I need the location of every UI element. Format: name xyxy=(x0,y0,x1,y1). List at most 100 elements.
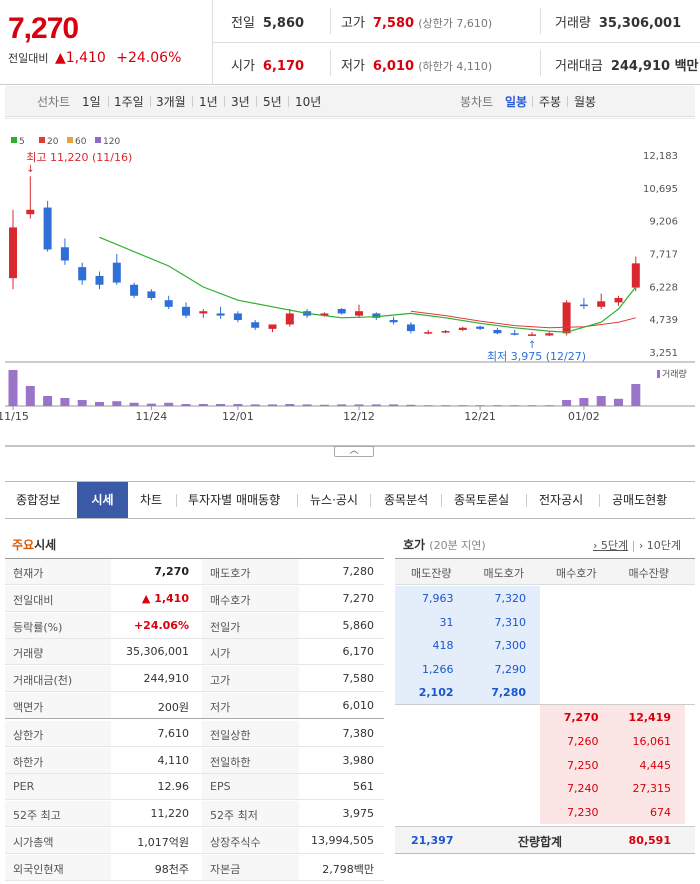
bid-area-bg xyxy=(540,705,685,824)
volume-bar xyxy=(268,404,277,406)
ask-price: 7,300 xyxy=(494,639,527,653)
period-monthly[interactable]: 월봉 xyxy=(574,95,597,109)
ask-price: 7,320 xyxy=(494,592,527,605)
label-cell-bg xyxy=(202,854,299,881)
period-3y[interactable]: 3년 xyxy=(231,95,250,109)
ask-area-bg xyxy=(395,586,540,704)
tab-chart[interactable]: 차트 xyxy=(140,493,163,507)
open-label: 시가 xyxy=(231,59,255,74)
depth-5-link[interactable]: › 5단계 xyxy=(593,539,629,552)
quote-value: +24.06% xyxy=(133,618,189,632)
low-arrow-icon: ↑ xyxy=(528,340,536,351)
volume-bar xyxy=(354,404,364,406)
quote-label: 전일하한 xyxy=(210,755,251,769)
tab-overview[interactable]: 종합정보 xyxy=(16,493,61,507)
quote-value: 7,380 xyxy=(342,726,375,740)
stock-chart[interactable]: 5 20 60 120 12,183 10,695 9,206 7,717 6,228 4,73… xyxy=(0,118,700,448)
tab-quotes[interactable]: 시세 xyxy=(77,482,128,518)
label-cell-bg xyxy=(5,693,111,719)
candle-body xyxy=(285,313,294,325)
candle-body xyxy=(476,326,485,329)
tab-analysis[interactable]: 종목분석 xyxy=(384,493,429,507)
volume-bar xyxy=(614,398,623,406)
change-value: 1,410 xyxy=(65,50,106,66)
tab-discussion[interactable]: 종목토론실 xyxy=(454,493,510,507)
quote-row: 하한가 4,110 전일하한 3,980 xyxy=(5,747,384,774)
open-value: 6,170 xyxy=(262,59,305,74)
ask-qty: 31 xyxy=(439,615,454,629)
quote-label: 현재가 xyxy=(13,567,44,580)
high-value: 7,580 xyxy=(372,16,415,31)
quote-value: 13,994,505 xyxy=(311,834,374,847)
bid-price: 7,240 xyxy=(567,782,599,796)
up-arrow-icon: ▲ xyxy=(54,50,66,66)
row-divider xyxy=(5,718,384,719)
label-cell-bg xyxy=(202,693,299,719)
chart-collapse-toggle[interactable]: ︿ xyxy=(334,446,374,457)
ask-price: 7,280 xyxy=(491,686,526,700)
label-cell-bg xyxy=(5,666,111,693)
quote-value: 7,270 xyxy=(342,591,375,605)
divider xyxy=(395,704,695,705)
candle-body xyxy=(545,333,554,336)
candle-body xyxy=(320,313,329,316)
open-price: 시가 6,170 xyxy=(231,55,304,74)
period-daily[interactable]: 일봉 xyxy=(505,95,528,109)
tab-short-selling[interactable]: 공매도현황 xyxy=(612,493,668,507)
quote-label: 고가 xyxy=(210,674,231,688)
legend-label-60: 60 xyxy=(75,137,87,147)
period-1d[interactable]: 1일 xyxy=(82,95,101,109)
candles xyxy=(9,176,640,337)
bid-price: 7,260 xyxy=(567,734,599,748)
tab-investor-trading[interactable]: 투자자별 매매동향 xyxy=(188,493,281,507)
volume-bar xyxy=(233,404,243,406)
quote-value: 561 xyxy=(353,780,374,794)
change-label: 전일대비 xyxy=(8,52,49,65)
legend-label-20: 20 xyxy=(47,137,59,147)
quote-value: 7,270 xyxy=(154,565,189,578)
amount-value: 244,910 백만 xyxy=(610,59,699,74)
quote-row: 상한가 7,610 전일상한 7,380 xyxy=(5,720,384,747)
period-1y[interactable]: 1년 xyxy=(199,95,218,109)
quote-label: 거래대금(천) xyxy=(13,674,73,688)
tab-news-disclosure[interactable]: 뉴스·공시 xyxy=(310,493,358,507)
quote-label: 매수호가 xyxy=(210,593,251,607)
quote-row: 현재가 7,270 매도호가 7,280 xyxy=(5,559,384,585)
period-5y[interactable]: 5년 xyxy=(263,95,282,109)
period-3m[interactable]: 3개월 xyxy=(156,95,186,109)
tab-e-disclosure[interactable]: 전자공시 xyxy=(539,493,584,507)
divider xyxy=(213,42,700,43)
quote-label: 시가총액 xyxy=(13,836,54,849)
high-label: 고가 xyxy=(341,16,365,31)
bid-qty: 27,315 xyxy=(632,782,672,796)
quote-label: 등락률(%) xyxy=(13,620,63,634)
volume-bar xyxy=(95,402,104,406)
volume-bar xyxy=(579,398,589,406)
volume-bar xyxy=(510,405,520,406)
period-10y[interactable]: 10년 xyxy=(295,95,322,109)
depth-10-link[interactable]: › 10단계 xyxy=(638,539,682,552)
trade-amount: 거래대금 244,910 백만 xyxy=(555,55,699,74)
quote-label: 시가 xyxy=(210,647,231,661)
divider xyxy=(599,494,600,507)
candle-body xyxy=(597,301,606,307)
price-box: 7,270 전일대비 ▲1,410 +24.06% xyxy=(0,0,213,85)
quote-value: 6,010 xyxy=(342,699,375,712)
bid-price: 7,270 xyxy=(563,711,599,724)
low-value: 6,010 xyxy=(372,59,415,74)
divider xyxy=(288,96,289,107)
quote-value: 98천주 xyxy=(154,862,189,876)
bid-qty: 674 xyxy=(650,806,671,820)
total-label: 잔량합계 xyxy=(517,835,563,849)
orderbook-header: 매수잔량 xyxy=(628,567,669,580)
ma20-line xyxy=(410,310,636,329)
quote-label: 매도호가 xyxy=(210,567,251,580)
quote-label: 거래량 xyxy=(13,647,44,661)
period-weekly[interactable]: 주봉 xyxy=(539,95,562,109)
period-1w[interactable]: 1주일 xyxy=(114,95,144,109)
candle-body xyxy=(528,334,536,336)
quote-row: 전일대비 ▲ 1,410 매수호가 7,270 xyxy=(5,585,384,612)
candle-body xyxy=(458,327,467,330)
label-cell-bg xyxy=(5,774,111,801)
orderbook-header: 매도잔량 xyxy=(411,567,452,580)
